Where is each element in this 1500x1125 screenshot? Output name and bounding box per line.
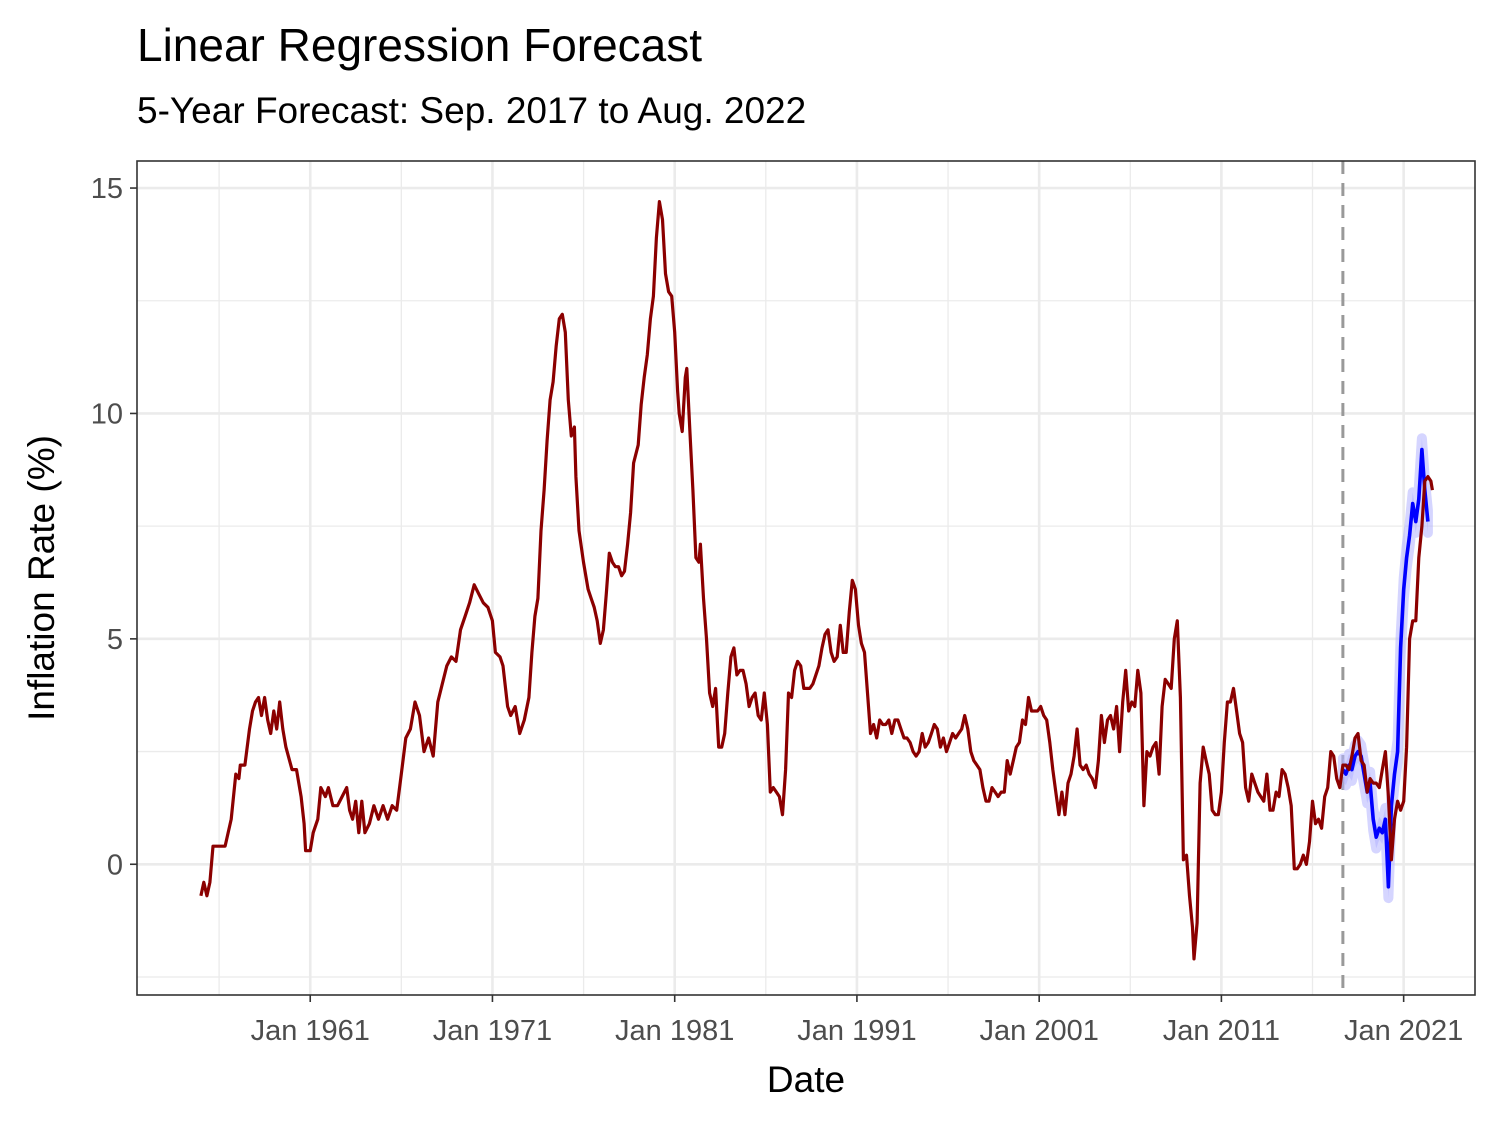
y-tick-label: 15 — [91, 173, 123, 205]
x-tick-label: Jan 2001 — [980, 1015, 1099, 1047]
y-tick-label: 5 — [107, 624, 123, 656]
x-tick-label: Jan 1981 — [615, 1015, 734, 1047]
axes: 0 5 10 15 Jan 1961 Jan 1971 Jan 1981 Jan 1991 Ja… — [91, 173, 1464, 1047]
chart-subtitle: 5-Year Forecast: Sep. 2017 to Aug. 2022 — [137, 90, 807, 131]
x-tick-label: Jan 1971 — [433, 1015, 552, 1047]
panel-border — [136, 160, 1476, 996]
x-tick-label: Jan 2021 — [1344, 1015, 1463, 1047]
series-layer — [199, 200, 1434, 961]
chart-title: Linear Regression Forecast — [137, 19, 703, 71]
actual-inflation-line — [199, 200, 1434, 961]
x-tick-label: Jan 2011 — [1163, 1015, 1280, 1047]
forecast-line — [1341, 447, 1430, 889]
x-tick-label: Jan 1961 — [251, 1015, 370, 1047]
x-axis-title: Date — [767, 1059, 845, 1100]
y-axis-title: Inflation Rate (%) — [21, 435, 62, 721]
grid — [137, 161, 1475, 995]
y-tick-label: 10 — [91, 398, 123, 430]
y-tick-label: 0 — [107, 849, 123, 881]
x-tick-label: Jan 1991 — [797, 1015, 916, 1047]
